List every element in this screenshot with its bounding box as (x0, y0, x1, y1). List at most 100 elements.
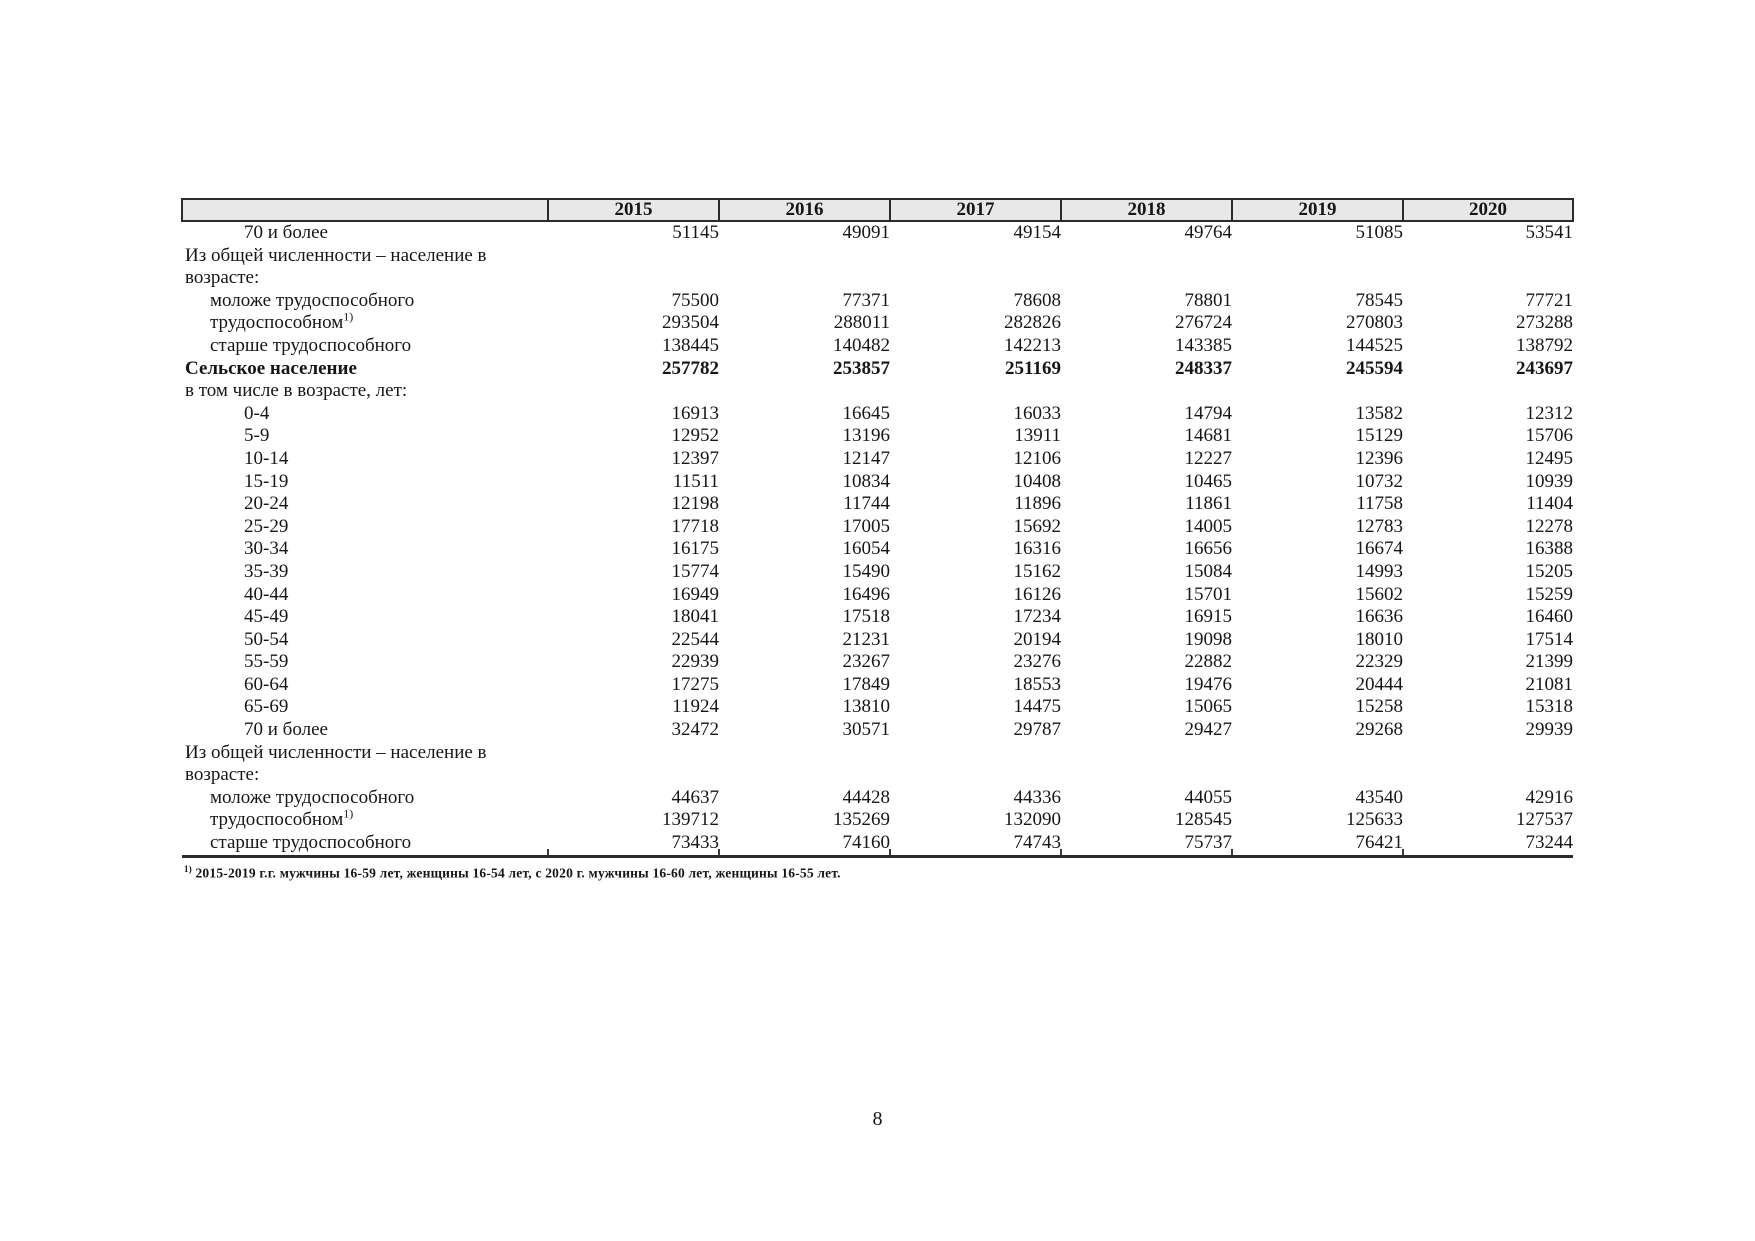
value-cell: 245594 (1346, 357, 1403, 379)
table-row: Из общей численности – население в (182, 245, 1573, 268)
value-cell: 288011 (833, 312, 890, 334)
value-cell (1061, 267, 1232, 290)
value-cell: 253857 (833, 357, 890, 379)
value-cell (548, 764, 719, 787)
table-row: Сельское население 257782 253857 251169 2483… (182, 358, 1573, 381)
value-cell: 74160 (842, 832, 891, 854)
value-cell (1232, 267, 1403, 290)
value-cell (1403, 380, 1573, 403)
table-row: 70 и более 51145 49091 49154 49764 51085 53541 (182, 221, 1573, 245)
row-label-text: трудоспособном (210, 312, 344, 334)
value-cell: 15258 (1355, 696, 1404, 718)
value-cell: 12495 (1525, 447, 1574, 469)
row-label: 15-19 (182, 471, 548, 494)
value-cell: 20444 (1355, 673, 1404, 695)
row-label-text: Из общей численности – население в (185, 741, 487, 763)
value-cell: 53541 (1525, 222, 1574, 243)
value-cell: 10732 (1355, 470, 1404, 492)
row-label: 70 и более (182, 221, 548, 245)
population-table-wrap: 2015 2016 2017 2018 2019 2020 70 и более 51145… (181, 198, 1574, 858)
value-cell: 16033 (1013, 402, 1062, 424)
table-row: 60-64 17275 17849 18553 19476 20444 21081 (182, 674, 1573, 697)
value-cell: 15065 (1184, 696, 1233, 718)
year-header-2019: 2019 (1231, 198, 1404, 222)
population-table: 2015 2016 2017 2018 2019 2020 70 и более 51145… (181, 198, 1574, 858)
year-header-2015: 2015 (547, 198, 720, 222)
value-cell: 49091 (842, 222, 891, 243)
value-cell: 13582 (1355, 402, 1404, 424)
column-tick (718, 848, 720, 855)
value-cell (1061, 245, 1232, 268)
table-row: 20-24 12198 11744 11896 11861 11758 11404 (182, 493, 1573, 516)
value-cell: 251169 (1005, 357, 1061, 379)
row-label-text: 10-14 (244, 447, 289, 469)
row-label: моложе трудоспособного (182, 787, 548, 810)
row-label: 60-64 (182, 674, 548, 697)
row-label-text: 35-39 (244, 560, 289, 582)
value-cell: 12147 (842, 447, 891, 469)
value-cell: 12278 (1525, 515, 1574, 537)
table-row: возрасте: (182, 267, 1573, 290)
value-cell: 135269 (833, 809, 890, 831)
value-cell: 49154 (1013, 222, 1062, 243)
value-cell: 270803 (1346, 312, 1403, 334)
value-cell: 248337 (1175, 357, 1232, 379)
row-label-text: 60-64 (244, 673, 289, 695)
year-header-2017: 2017 (889, 198, 1062, 222)
value-cell (1232, 764, 1403, 787)
table-row: 30-34 16175 16054 16316 16656 16674 16388 (182, 538, 1573, 561)
value-cell: 128545 (1175, 809, 1232, 831)
row-label-text: 55-59 (244, 651, 289, 673)
year-header-2018: 2018 (1060, 198, 1233, 222)
value-cell: 44637 (671, 786, 720, 808)
value-cell: 44055 (1184, 786, 1233, 808)
value-cell (1403, 742, 1573, 765)
value-cell: 17849 (842, 673, 891, 695)
table-row: 50-54 22544 21231 20194 19098 18010 17514 (182, 629, 1573, 652)
value-cell: 44428 (842, 786, 891, 808)
column-tick (1402, 848, 1404, 855)
value-cell: 22544 (671, 628, 720, 650)
value-cell: 12312 (1525, 402, 1574, 424)
value-cell: 12227 (1184, 447, 1233, 469)
value-cell: 16645 (842, 402, 891, 424)
value-cell (1061, 380, 1232, 403)
value-cell (1061, 764, 1232, 787)
row-label: 35-39 (182, 561, 548, 584)
value-cell: 11896 (1014, 493, 1061, 515)
table-row: возрасте: (182, 764, 1573, 787)
row-label: старше трудоспособного (182, 832, 548, 856)
footnote-ref-icon: 1) (343, 807, 354, 822)
value-cell: 138792 (1516, 334, 1573, 356)
value-cell: 11744 (843, 493, 890, 515)
value-cell: 43540 (1355, 786, 1404, 808)
value-cell: 14475 (1013, 696, 1062, 718)
row-label: Из общей численности – население в (182, 245, 548, 268)
value-cell: 78801 (1184, 289, 1233, 311)
year-header-row: 2015 2016 2017 2018 2019 2020 (181, 198, 1574, 222)
value-cell: 17275 (671, 673, 720, 695)
value-cell (719, 267, 890, 290)
value-cell: 15692 (1013, 515, 1062, 537)
value-cell: 125633 (1346, 809, 1403, 831)
value-cell: 23267 (842, 651, 891, 673)
table-body: 70 и более 51145 49091 49154 49764 51085 53541… (182, 221, 1573, 856)
value-cell: 18553 (1013, 673, 1062, 695)
row-label-text: 50-54 (244, 628, 289, 650)
column-tick (547, 848, 549, 855)
value-cell: 127537 (1516, 809, 1573, 831)
value-cell: 10408 (1013, 470, 1062, 492)
value-cell: 21081 (1525, 673, 1574, 695)
row-label: трудоспособном1) (182, 807, 548, 832)
value-cell: 138445 (662, 334, 719, 356)
value-cell: 15205 (1525, 560, 1574, 582)
value-cell: 15259 (1525, 583, 1574, 605)
value-cell: 16636 (1355, 606, 1404, 628)
row-label: 10-14 (182, 448, 548, 471)
value-cell: 22882 (1184, 651, 1233, 673)
value-cell: 14005 (1184, 515, 1233, 537)
value-cell: 142213 (1004, 334, 1061, 356)
row-label-text: 45-49 (244, 606, 289, 628)
value-cell: 10834 (842, 470, 891, 492)
